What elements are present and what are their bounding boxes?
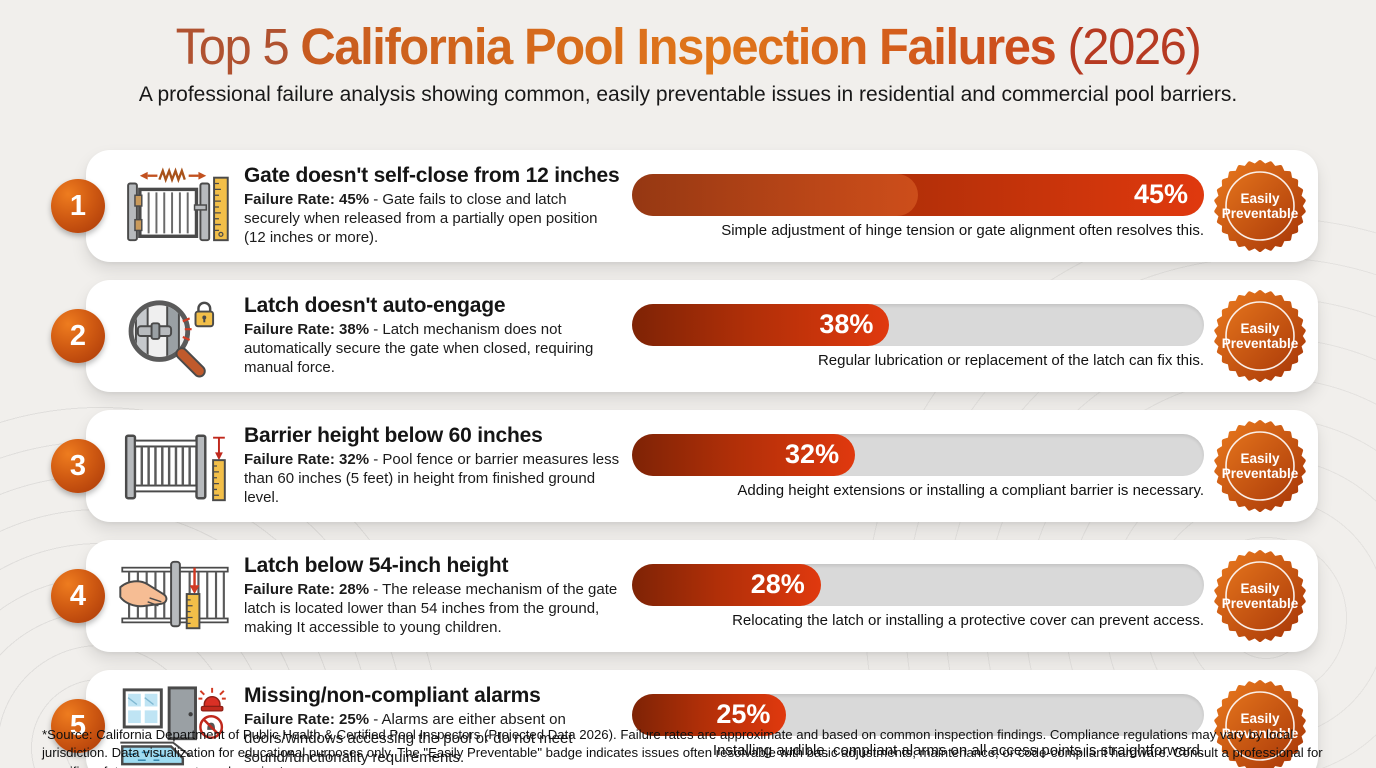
rank-badge: 5 [51,699,105,753]
bar-fill: 32% [632,433,856,476]
bar-value-label: 28% [750,569,805,599]
preventable-badge: Easily Preventable [1210,158,1310,254]
preventable-badge: Easily Preventable [1210,418,1310,514]
bar-column: 45% Simple adjustment of hinge tension o… [632,173,1210,239]
failure-title: Gate doesn't self-close from 12 inches [244,164,620,188]
title-prefix: Top 5 [175,18,301,75]
bar-column: 32% Adding height extensions or installi… [632,433,1210,499]
page-title: Top 5 California Pool Inspection Failure… [28,18,1349,75]
bar-value-label: 45% [1133,179,1188,209]
fix-tip: Simple adjustment of hinge tension or ga… [721,221,1204,239]
failure-card: 1 [51,150,1318,262]
seal-icon: Easily Preventable [1214,290,1306,382]
failure-description: Failure Rate: 32% - Pool fence or barrie… [244,451,622,507]
fix-tip: Adding height extensions or installing a… [737,481,1204,499]
fix-tip: Regular lubrication or replacement of th… [817,351,1204,369]
failure-rate-detail: - Gate fails to close and latch securely… [244,191,598,246]
badge-line-2: Preventable [1222,206,1299,221]
rank-badge: 2 [51,309,105,363]
bar-fill: 45% [632,173,1204,216]
failure-illustration [116,684,234,768]
header: Top 5 California Pool Inspection Failure… [0,0,1376,107]
rank-badge: 3 [51,439,105,493]
hand-latch-ruler-icon [119,560,229,630]
failure-title: Latch doesn't auto-engage [244,294,506,318]
failure-rate-detail: - Latch mechanism does not automatically… [244,321,594,376]
seal-icon: Easily Preventable [1214,160,1306,252]
failure-text: Missing/non-compliant alarms Failure Rat… [244,684,622,767]
rank-badge: 4 [51,569,105,623]
failure-description: Failure Rate: 38% - Latch mechanism does… [244,321,622,377]
source-footnote: *Source: California Department of Public… [42,727,1323,768]
failure-rate-detail: - Alarms are either absent on doors/wind… [244,711,573,766]
bar-value-label: 32% [785,439,840,469]
failure-card: 5 [51,670,1318,768]
title-main: California Pool Inspection Failures [300,18,1056,75]
preventable-badge: Easily Preventable [1210,288,1310,384]
seal-icon: Easily Preventable [1214,550,1306,642]
failure-illustration [116,424,234,508]
bar-column: 25% Installing audible, compliant alarms… [632,693,1210,759]
badge-line-1: Easily [1240,711,1280,726]
bar-track: 38% [632,303,1204,346]
failure-description: Failure Rate: 25% - Alarms are either ab… [244,711,622,767]
bar-fill: 28% [632,563,821,606]
failure-illustration [116,294,234,378]
gate-spring-ruler-icon [127,167,229,242]
badge-line-1: Easily [1240,191,1280,206]
failure-rate-detail: - Pool fence or barrier measures less th… [244,451,620,506]
badge-line-2: Preventable [1222,466,1299,481]
badge-line-2: Preventable [1222,596,1299,611]
alarm-door-pool-icon [120,686,226,766]
bar-track: 28% [632,563,1204,606]
bar-track: 32% [632,433,1204,476]
failure-text: Gate doesn't self-close from 12 inches F… [244,164,622,247]
failure-rate-detail: - The release mechanism of the gate latc… [244,581,618,636]
rank-badge: 1 [51,179,105,233]
badge-line-1: Easily [1240,451,1280,466]
badge-line-2: Preventable [1222,336,1299,351]
seal-icon: Easily Preventable [1214,420,1306,512]
failure-text: Latch doesn't auto-engage Failure Rate: … [244,294,622,377]
fix-tip: Relocating the latch or installing a pro… [732,611,1204,629]
preventable-badge: Easily Preventable [1210,678,1310,768]
failure-description: Failure Rate: 28% - The release mechanis… [244,581,622,637]
failure-card: 4 Latch below 54-inch height Failu [51,540,1318,652]
fence-ruler-icon [124,434,226,502]
failure-rate-value: Failure Rate: 25% [244,711,370,729]
failure-list: 1 [51,150,1318,768]
failure-title: Barrier height below 60 inches [244,424,543,448]
failure-card: 3 Barrier height below 60 inches Failure… [51,410,1318,522]
bar-fill: 38% [632,303,890,346]
bar-track: 25% [632,693,1204,736]
bar-column: 28% Relocating the latch or installing a… [632,563,1210,629]
title-suffix: (2026) [1055,18,1201,75]
failure-description: Failure Rate: 45% - Gate fails to close … [244,191,622,247]
preventable-badge: Easily Preventable [1210,548,1310,644]
failure-title: Missing/non-compliant alarms [244,684,541,708]
failure-card: 2 [51,280,1318,392]
failure-rate-value: Failure Rate: 28% [244,581,370,599]
bar-track: 45% [632,173,1204,216]
bar-value-label: 25% [716,699,771,729]
badge-line-1: Easily [1240,581,1280,596]
latch-magnifier-icon [128,300,215,378]
failure-text: Latch below 54-inch height Failure Rate:… [244,554,622,637]
badge-line-1: Easily [1240,321,1280,336]
bar-column: 38% Regular lubrication or replacement o… [632,303,1210,369]
failure-illustration [116,164,234,248]
bar-value-label: 38% [819,309,874,339]
failure-rate-value: Failure Rate: 45% [244,191,370,209]
failure-rate-value: Failure Rate: 38% [244,321,370,339]
bar-fill: 25% [632,693,787,736]
page-subtitle: A professional failure analysis showing … [138,83,1238,107]
failure-illustration [116,554,234,638]
fix-tip: Installing audible, compliant alarms on … [712,741,1204,759]
failure-title: Latch below 54-inch height [244,554,509,578]
failure-text: Barrier height below 60 inches Failure R… [244,424,622,507]
failure-rate-value: Failure Rate: 32% [244,451,370,469]
seal-icon: Easily Preventable [1214,680,1306,768]
badge-line-2: Preventable [1222,726,1299,741]
